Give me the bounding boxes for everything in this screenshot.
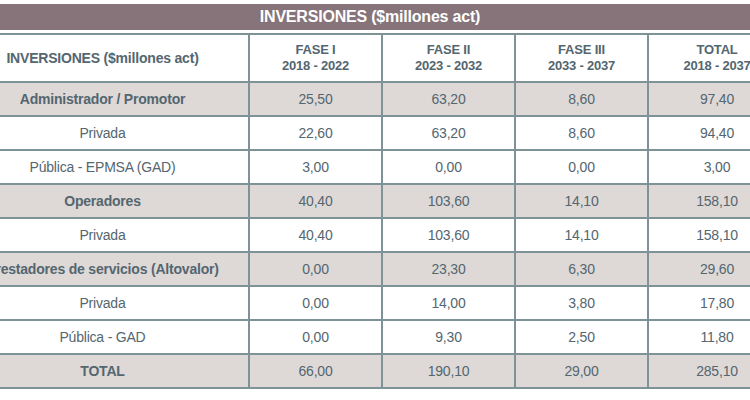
column-year-range: 2018 - 2022 (250, 58, 381, 74)
table-row-administrador-promotor: Administrador / Promotor25,5063,208,6097… (0, 82, 750, 116)
column-header-fase-iii: FASE III2033 - 2037 (515, 34, 648, 82)
value-cell: 8,60 (515, 116, 648, 150)
value-cell: 23,30 (382, 252, 515, 286)
value-cell: 3,80 (515, 286, 648, 320)
table-title-bar: INVERSIONES ($millones act) (0, 4, 750, 30)
value-cell: 63,20 (382, 82, 515, 116)
row-label: Operadores (0, 184, 249, 218)
column-label: FASE III (516, 42, 647, 58)
value-cell: 14,00 (382, 286, 515, 320)
corner-header: INVERSIONES ($millones act) (0, 34, 249, 82)
value-cell: 97,40 (648, 82, 750, 116)
column-year-range: 2033 - 2037 (516, 58, 647, 74)
value-cell: 0,00 (249, 320, 382, 354)
value-cell: 103,60 (382, 218, 515, 252)
row-label: Privada (0, 286, 249, 320)
clipped-table-stage: INVERSIONES ($millones act) INVERSIONES … (0, 4, 750, 389)
value-cell: 9,30 (382, 320, 515, 354)
row-label: Privada (0, 218, 249, 252)
value-cell: 17,80 (648, 286, 750, 320)
value-cell: 2,50 (515, 320, 648, 354)
table-row-p-blica-epmsa-gad: Pública - EPMSA (GAD)3,000,000,003,00 (0, 150, 750, 184)
column-label: FASE II (383, 42, 514, 58)
table-body: Administrador / Promotor25,5063,208,6097… (0, 82, 750, 388)
value-cell: 3,00 (249, 150, 382, 184)
value-cell: 285,10 (648, 354, 750, 388)
value-cell: 94,40 (648, 116, 750, 150)
value-cell: 0,00 (382, 150, 515, 184)
row-label: TOTAL (0, 354, 249, 388)
table-row-privada: Privada40,40103,6014,10158,10 (0, 218, 750, 252)
value-cell: 0,00 (249, 286, 382, 320)
column-label: FASE I (250, 42, 381, 58)
value-cell: 0,00 (249, 252, 382, 286)
row-label: Prestadores de servicios (Altovalor) (0, 252, 249, 286)
column-year-range: 2023 - 2032 (383, 58, 514, 74)
row-label: Pública - EPMSA (GAD) (0, 150, 249, 184)
value-cell: 0,00 (515, 150, 648, 184)
value-cell: 66,00 (249, 354, 382, 388)
table-row-total: TOTAL66,00190,1029,00285,10 (0, 354, 750, 388)
column-header-fase-i: FASE I2018 - 2022 (249, 34, 382, 82)
value-cell: 29,00 (515, 354, 648, 388)
table-row-privada: Privada22,6063,208,6094,40 (0, 116, 750, 150)
table-row-operadores: Operadores40,40103,6014,10158,10 (0, 184, 750, 218)
value-cell: 25,50 (249, 82, 382, 116)
row-label: Privada (0, 116, 249, 150)
row-label: Pública - GAD (0, 320, 249, 354)
value-cell: 158,10 (648, 218, 750, 252)
table-row-privada: Privada0,0014,003,8017,80 (0, 286, 750, 320)
value-cell: 63,20 (382, 116, 515, 150)
value-cell: 6,30 (515, 252, 648, 286)
column-header-total: TOTAL2018 - 2037 (648, 34, 750, 82)
header-row: INVERSIONES ($millones act) FASE I2018 -… (0, 34, 750, 82)
column-header-fase-ii: FASE II2023 - 2032 (382, 34, 515, 82)
value-cell: 22,60 (249, 116, 382, 150)
value-cell: 190,10 (382, 354, 515, 388)
table-row-prestadores-de-servicios-altovalor: Prestadores de servicios (Altovalor)0,00… (0, 252, 750, 286)
value-cell: 103,60 (382, 184, 515, 218)
value-cell: 40,40 (249, 184, 382, 218)
value-cell: 11,80 (648, 320, 750, 354)
row-label: Administrador / Promotor (0, 82, 249, 116)
value-cell: 158,10 (648, 184, 750, 218)
table-row-p-blica-gad: Pública - GAD0,009,302,5011,80 (0, 320, 750, 354)
value-cell: 40,40 (249, 218, 382, 252)
value-cell: 29,60 (648, 252, 750, 286)
column-label: TOTAL (649, 42, 750, 58)
value-cell: 3,00 (648, 150, 750, 184)
value-cell: 14,10 (515, 218, 648, 252)
value-cell: 14,10 (515, 184, 648, 218)
table-title: INVERSIONES ($millones act) (260, 8, 480, 25)
value-cell: 8,60 (515, 82, 648, 116)
inversiones-table: INVERSIONES ($millones act) FASE I2018 -… (0, 33, 750, 389)
column-year-range: 2018 - 2037 (649, 58, 750, 74)
